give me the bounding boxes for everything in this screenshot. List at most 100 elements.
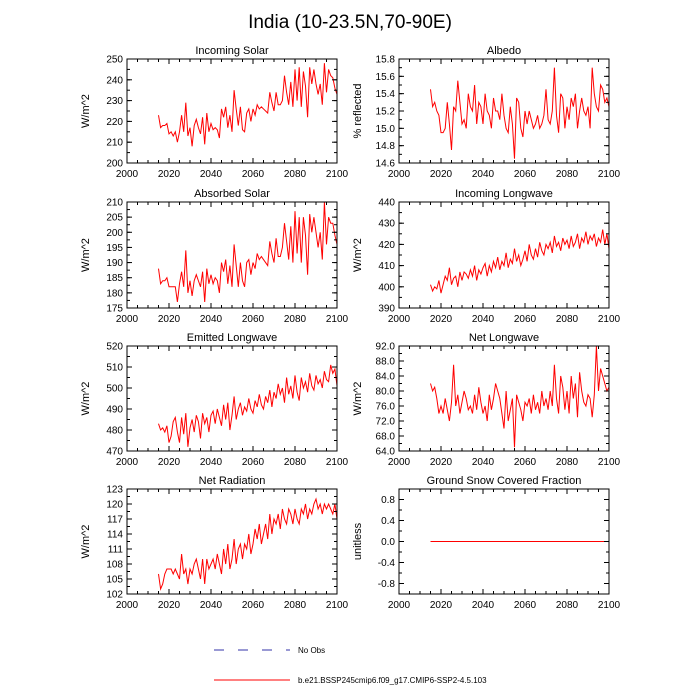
x-tick-label: 2000 [388, 169, 411, 180]
x-tick-label: 2040 [472, 600, 495, 611]
y-tick-label: 490 [106, 405, 123, 416]
x-tick-label: 2080 [284, 314, 307, 325]
y-tick-label: 15.4 [376, 89, 396, 100]
x-tick-label: 2080 [284, 169, 307, 180]
chart-panel-2: Albedo 2000 2020 2040 2060 2080 2100 14.6 14.8 15… [352, 45, 621, 180]
x-tick-label: 2060 [242, 457, 265, 468]
x-tick-label: 2060 [242, 600, 265, 611]
chart-panel-6: Net Longwave 2000 2020 2040 2060 2080 2100 64.0… [352, 332, 621, 468]
y-tick-label: 420 [378, 240, 395, 251]
y-tick-label: 15.6 [376, 72, 396, 83]
x-tick-label: 2100 [598, 169, 621, 180]
x-tick-label: 2020 [430, 169, 453, 180]
x-tick-label: 2000 [388, 600, 411, 611]
y-tick-label: 430 [378, 219, 395, 230]
series-line [158, 202, 337, 303]
chart-panel-7: Net Radiation 2000 2020 2040 2060 2080 2100 102… [80, 475, 349, 611]
y-tick-label: 111 [108, 545, 124, 556]
panel-grid: Incoming Solar 2000 2020 2040 2060 2080 2100 20… [80, 45, 621, 611]
y-tick-label: 210 [106, 138, 123, 149]
x-tick-label: 2000 [388, 314, 411, 325]
x-tick-label: 2000 [116, 600, 139, 611]
panel-title: Incoming Longwave [455, 188, 553, 200]
y-tick-label: -0.8 [378, 579, 396, 590]
y-tick-label: 410 [378, 261, 395, 272]
chart-panel-1: Incoming Solar 2000 2020 2040 2060 2080 2100 20… [80, 45, 349, 180]
x-tick-label: 2060 [514, 169, 537, 180]
x-tick-label: 2040 [200, 169, 223, 180]
y-tick-label: 0.8 [381, 495, 395, 506]
series-line [158, 364, 337, 447]
y-tick-label: 84.0 [376, 372, 396, 383]
panel-title: Ground Snow Covered Fraction [427, 475, 582, 487]
y-tick-label: 92.0 [376, 342, 396, 353]
y-axis-label: W/m^2 [352, 238, 364, 272]
plot-frame [126, 201, 338, 309]
y-axis-label: % reflected [352, 83, 364, 138]
y-tick-label: 0.4 [381, 516, 395, 527]
x-tick-label: 2020 [158, 169, 181, 180]
y-tick-label: 105 [106, 575, 123, 586]
y-tick-label: 210 [106, 198, 123, 209]
plot-frame [398, 345, 610, 452]
x-tick-label: 2060 [514, 457, 537, 468]
series-line [158, 63, 337, 147]
y-tick-label: 15.0 [376, 124, 396, 135]
x-tick-label: 2080 [284, 600, 307, 611]
y-tick-label: 80.0 [376, 387, 396, 398]
panel-title: Albedo [487, 45, 521, 57]
panel-title: Net Longwave [469, 332, 539, 344]
x-tick-label: 2080 [556, 600, 579, 611]
x-tick-label: 2060 [242, 314, 265, 325]
x-tick-label: 2100 [326, 314, 349, 325]
y-tick-label: 72.0 [376, 417, 396, 428]
x-tick-label: 2020 [158, 457, 181, 468]
x-tick-label: 2040 [472, 457, 495, 468]
y-tick-label: 440 [378, 198, 395, 209]
y-tick-label: 123 [106, 485, 123, 496]
y-tick-label: 230 [106, 96, 123, 107]
y-tick-label: 480 [106, 426, 123, 437]
x-tick-label: 2100 [598, 600, 621, 611]
plot-frame [126, 58, 338, 164]
y-tick-label: 76.0 [376, 402, 396, 413]
y-axis-label: W/m^2 [80, 525, 92, 559]
x-tick-label: 2000 [388, 457, 411, 468]
y-tick-label: 64.0 [376, 447, 396, 458]
y-tick-label: 102 [106, 590, 123, 601]
y-tick-label: 510 [106, 363, 123, 374]
y-tick-label: 190 [106, 258, 123, 269]
x-tick-label: 2080 [556, 457, 579, 468]
y-tick-label: 200 [106, 228, 123, 239]
x-tick-label: 2000 [116, 314, 139, 325]
chart-panel-5: Emitted Longwave 2000 2020 2040 2060 2080 2100… [80, 332, 349, 468]
y-tick-label: 390 [378, 304, 395, 315]
y-tick-label: 220 [106, 117, 123, 128]
legend: No Obs b.e21.BSSP245cmip6.f09_g17.CMIP6-… [214, 646, 487, 685]
y-tick-label: 14.8 [376, 141, 396, 152]
y-axis-label: W/m^2 [80, 94, 92, 128]
y-tick-label: 240 [106, 75, 123, 86]
x-tick-label: 2020 [158, 314, 181, 325]
figure-title: India (10-23.5N,70-90E) [248, 12, 452, 33]
y-tick-label: 250 [106, 55, 123, 66]
y-axis-label: W/m^2 [80, 238, 92, 272]
y-tick-label: 200 [106, 159, 123, 170]
x-tick-label: 2020 [430, 457, 453, 468]
x-tick-label: 2080 [556, 169, 579, 180]
x-tick-label: 2100 [326, 169, 349, 180]
y-tick-label: 180 [106, 288, 123, 299]
x-tick-label: 2100 [598, 457, 621, 468]
x-tick-label: 2080 [556, 314, 579, 325]
legend-model-label: b.e21.BSSP245cmip6.f09_g17.CMIP6-SSP2-4.… [298, 676, 487, 685]
x-tick-label: 2080 [284, 457, 307, 468]
x-tick-label: 2040 [200, 600, 223, 611]
y-tick-label: 15.2 [376, 107, 396, 118]
x-tick-label: 2100 [598, 314, 621, 325]
y-tick-label: 15.8 [376, 55, 396, 66]
y-tick-label: 185 [106, 273, 123, 284]
y-tick-label: 500 [106, 384, 123, 395]
series-line [430, 346, 609, 448]
y-axis-label: W/m^2 [80, 382, 92, 416]
x-tick-label: 2040 [472, 314, 495, 325]
